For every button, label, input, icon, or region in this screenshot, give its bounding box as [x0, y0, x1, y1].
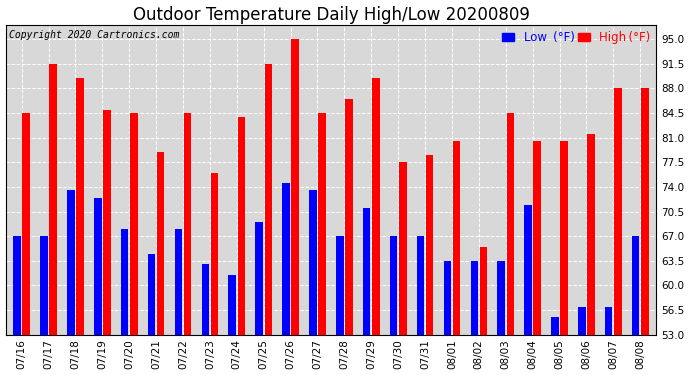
Bar — [255, 222, 263, 335]
Bar — [318, 113, 326, 335]
Bar — [560, 141, 568, 335]
Title: Outdoor Temperature Daily High/Low 20200809: Outdoor Temperature Daily High/Low 20200… — [132, 6, 529, 24]
Bar — [471, 261, 478, 335]
Bar — [201, 264, 209, 335]
Bar — [50, 64, 57, 335]
Bar — [282, 183, 290, 335]
Bar — [497, 261, 505, 335]
Bar — [605, 307, 613, 335]
Bar — [40, 236, 48, 335]
Bar — [417, 236, 424, 335]
Bar — [533, 141, 541, 335]
Bar — [94, 198, 101, 335]
Bar — [551, 317, 559, 335]
Bar — [291, 39, 299, 335]
Bar — [237, 117, 245, 335]
Bar — [175, 229, 182, 335]
Bar — [524, 204, 532, 335]
Text: Copyright 2020 Cartronics.com: Copyright 2020 Cartronics.com — [9, 30, 179, 40]
Bar — [444, 261, 451, 335]
Bar — [453, 141, 460, 335]
Bar — [23, 113, 30, 335]
Legend: Low  (°F), High (°F): Low (°F), High (°F) — [497, 26, 655, 49]
Bar — [228, 275, 236, 335]
Bar — [641, 88, 649, 335]
Bar — [309, 190, 317, 335]
Bar — [336, 236, 344, 335]
Bar — [184, 113, 191, 335]
Bar — [67, 190, 75, 335]
Bar — [13, 236, 21, 335]
Bar — [399, 162, 406, 335]
Bar — [130, 113, 137, 335]
Bar — [104, 110, 110, 335]
Bar — [587, 134, 595, 335]
Bar — [210, 173, 218, 335]
Bar — [77, 78, 83, 335]
Bar — [345, 99, 353, 335]
Bar — [390, 236, 397, 335]
Bar — [506, 113, 514, 335]
Bar — [578, 307, 586, 335]
Bar — [121, 229, 128, 335]
Bar — [426, 155, 433, 335]
Bar — [157, 152, 164, 335]
Bar — [480, 247, 487, 335]
Bar — [372, 78, 380, 335]
Bar — [363, 208, 371, 335]
Bar — [632, 236, 640, 335]
Bar — [264, 64, 272, 335]
Bar — [148, 254, 155, 335]
Bar — [614, 88, 622, 335]
